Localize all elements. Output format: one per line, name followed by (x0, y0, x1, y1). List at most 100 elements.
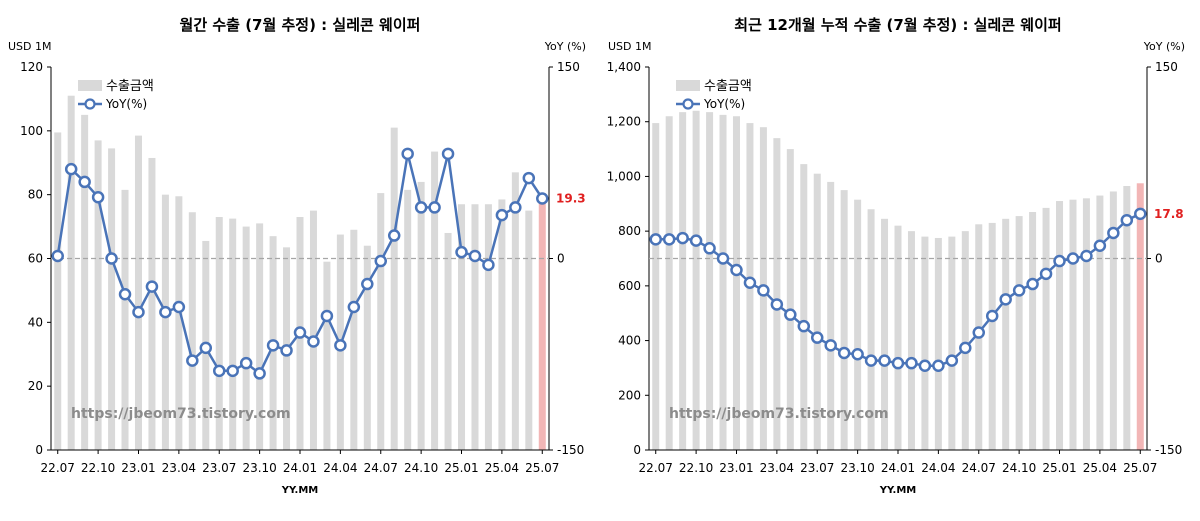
bar (148, 157, 156, 450)
left-tick-label: 120 (20, 60, 43, 74)
yoy-point (159, 305, 172, 319)
yoy-point (1026, 277, 1039, 291)
bar (719, 114, 727, 450)
yoy-point (441, 147, 455, 161)
yoy-point (959, 341, 972, 355)
x-tick-label: 24.04 (921, 461, 955, 475)
last-yoy-label: 17.8 (1154, 207, 1184, 221)
right-tick-label: 0 (1155, 252, 1163, 266)
yoy-point (239, 356, 253, 370)
bar (121, 189, 129, 451)
bar (813, 173, 821, 450)
yoy-point (482, 258, 495, 272)
yoy-point (932, 359, 945, 372)
bar (773, 138, 781, 450)
yoy-point (118, 287, 132, 301)
bar (1029, 211, 1037, 450)
bar (786, 149, 794, 451)
bar (404, 189, 412, 451)
yoy-point (864, 354, 878, 367)
x-axis-label: YY.MM (879, 485, 917, 496)
x-tick-label: 22.07 (41, 461, 75, 475)
right-tick-label: -150 (557, 443, 584, 457)
yoy-point (280, 344, 293, 357)
right-tick-label: 0 (557, 252, 565, 266)
yoy-point (374, 254, 388, 268)
bar (894, 225, 902, 450)
left-tick-label: 600 (618, 279, 641, 293)
bar (692, 110, 700, 451)
yoy-point (536, 192, 549, 205)
yoy-point (810, 331, 824, 344)
yoy-point (522, 171, 536, 185)
x-tick-label: 23.07 (202, 461, 236, 475)
left-tick-label: 1,000 (607, 169, 641, 183)
bar (309, 210, 317, 450)
legend-line-label: YoY(%) (105, 97, 147, 111)
x-tick-label: 24.07 (962, 461, 996, 475)
bar (417, 181, 425, 450)
legend-bar-swatch (78, 80, 102, 91)
bar (471, 204, 479, 450)
bar (827, 181, 835, 450)
bar (525, 210, 533, 450)
bar (1109, 191, 1117, 450)
legend-bar-label: 수출금액 (704, 79, 752, 94)
bar (1069, 199, 1077, 450)
yoy-point (132, 305, 145, 319)
yoy-point (891, 356, 905, 370)
yoy-point (509, 201, 522, 214)
left-tick-label: 80 (28, 188, 43, 202)
x-tick-label: 23.04 (760, 461, 794, 475)
yoy-point (293, 326, 307, 339)
bar (188, 212, 196, 450)
yoy-point (226, 364, 239, 378)
bar (1056, 201, 1064, 450)
bar (484, 204, 492, 450)
x-tick-label: 24.01 (283, 461, 317, 475)
bar (881, 218, 889, 450)
watermark: https://jbeom73.tistory.com (669, 406, 889, 422)
left-axis-unit: USD 1M (608, 40, 652, 53)
yoy-point (1039, 267, 1053, 281)
yoy-point (387, 229, 401, 242)
x-tick-label: 25.04 (1083, 461, 1117, 475)
yoy-point (999, 293, 1012, 306)
bar (921, 236, 929, 450)
bar (652, 123, 660, 450)
yoy-point (1134, 207, 1147, 221)
yoy-point (1107, 226, 1120, 240)
bar (54, 132, 62, 450)
yoy-point (837, 346, 851, 360)
bar (732, 116, 740, 450)
bar (679, 112, 687, 450)
x-tick-label: 24.10 (404, 461, 438, 475)
bar (134, 135, 142, 450)
yoy-point (1012, 284, 1026, 297)
yoy-point (757, 284, 770, 297)
bar (665, 116, 673, 450)
yoy-point (145, 280, 159, 293)
bar (706, 112, 714, 450)
bar (1136, 183, 1144, 450)
legend-line-label: YoY(%) (703, 97, 745, 111)
x-tick-label: 22.10 (81, 461, 115, 475)
bar (1015, 216, 1023, 450)
x-tick-label: 22.10 (679, 461, 713, 475)
bar (363, 245, 371, 450)
legend-line-marker (84, 98, 96, 110)
bar (988, 222, 996, 450)
legend-line-marker (682, 98, 694, 110)
yoy-point (945, 354, 959, 367)
yoy-point (199, 341, 213, 355)
left-tick-label: 1,200 (607, 115, 641, 129)
yoy-point (703, 242, 716, 255)
yoy-point (797, 319, 811, 333)
yoy-point (64, 162, 78, 176)
last-yoy-label: 19.3 (556, 191, 586, 205)
x-tick-label: 24.01 (881, 461, 915, 475)
monthly-export-chart: 월간 수출 (7월 추정) : 실레콘 웨이퍼 USD 1M YoY (%) 0 20 4… (8, 16, 586, 496)
right-tick-label: 150 (557, 60, 580, 74)
yoy-point (51, 249, 64, 263)
legend-bar-swatch (676, 80, 700, 91)
